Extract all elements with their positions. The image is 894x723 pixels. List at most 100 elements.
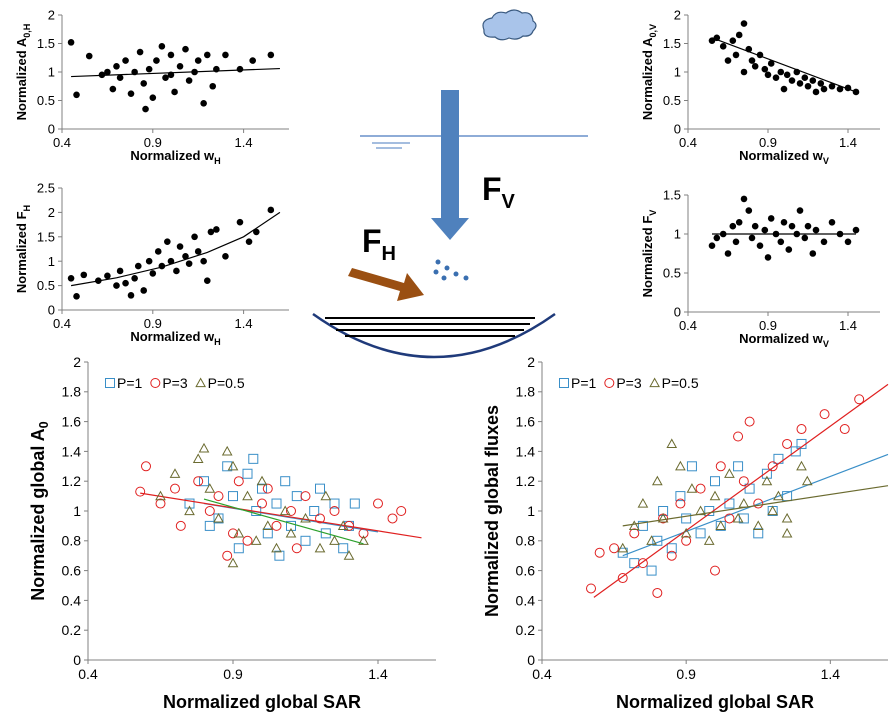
point [809, 250, 817, 257]
point [764, 71, 772, 79]
point [286, 506, 296, 516]
point [733, 431, 744, 442]
point [836, 85, 844, 93]
point [271, 498, 282, 509]
point [817, 80, 825, 87]
point [140, 80, 148, 87]
point [680, 527, 692, 538]
point [257, 498, 267, 509]
point [170, 483, 180, 494]
flux-label: FV [482, 171, 516, 213]
label-main: Normalized F [640, 216, 655, 298]
point [171, 88, 178, 96]
point [777, 68, 785, 76]
point [236, 65, 244, 73]
point [710, 565, 720, 576]
legend-marker [604, 378, 615, 388]
legend-label: P=1 [117, 375, 143, 391]
point [193, 476, 204, 487]
point [586, 583, 597, 594]
x-tick-label: 1.4 [235, 316, 253, 331]
point [729, 37, 737, 44]
y-tick-label: 1.5 [37, 229, 55, 244]
x-axis-label: Normalized wH [130, 148, 220, 166]
point [314, 542, 326, 553]
point [167, 51, 175, 59]
point [149, 94, 157, 101]
point [236, 218, 244, 226]
point [176, 243, 184, 250]
point [250, 535, 262, 545]
point [724, 250, 732, 257]
cloud [482, 9, 537, 41]
point [155, 498, 166, 509]
point [761, 475, 773, 486]
point [173, 267, 180, 275]
point [158, 43, 166, 50]
point [267, 206, 275, 214]
point [767, 461, 778, 472]
point [708, 242, 716, 249]
point [67, 39, 75, 46]
point [113, 282, 120, 289]
legend-label: P=1 [571, 375, 597, 391]
x-tick-label: 0.4 [53, 316, 71, 331]
point [227, 557, 239, 568]
label-main: F [362, 223, 382, 259]
point [256, 475, 268, 486]
point [109, 85, 117, 93]
point [337, 520, 349, 530]
x-tick-label: 0.4 [53, 135, 71, 150]
point [681, 535, 692, 546]
point [262, 520, 274, 530]
y-tick-label: 1.8 [516, 384, 536, 400]
point [819, 409, 830, 420]
point [724, 468, 735, 478]
point [764, 254, 772, 261]
point [329, 506, 340, 516]
point [790, 446, 801, 457]
point [594, 547, 605, 558]
label-sub: V [823, 339, 829, 349]
point [73, 91, 80, 99]
point [686, 483, 698, 493]
point [715, 520, 727, 530]
point [279, 505, 291, 516]
trend-line [622, 485, 889, 527]
point [703, 535, 715, 545]
label-sub: V [648, 210, 658, 216]
point [675, 498, 686, 509]
point [740, 20, 748, 27]
y-tick-label: 1.5 [37, 36, 55, 51]
label-sub: V [823, 156, 829, 166]
point [167, 257, 175, 265]
label-sub: V [502, 191, 516, 213]
y-tick-label: 0 [674, 305, 681, 320]
y-tick-label: 2.5 [37, 181, 55, 196]
point [145, 257, 153, 265]
point [761, 226, 769, 234]
point [271, 520, 282, 531]
y-axis-label: Normalized global A0 [28, 421, 51, 600]
legend-label: P=0.5 [208, 375, 245, 391]
point [752, 520, 764, 530]
point [753, 498, 764, 509]
point [175, 520, 186, 531]
scatter-chart: 0 0.2 0.4 0.6 0.8 1 1.2 1.4 1.6 1.8 2 0.4 0.9 1.4 Norm… [482, 354, 889, 712]
particle [441, 275, 447, 281]
series [155, 442, 369, 568]
point [213, 226, 220, 233]
point [839, 424, 850, 435]
label-sub: H [214, 156, 221, 166]
point [767, 215, 775, 222]
series [617, 438, 889, 576]
point [184, 505, 195, 516]
point [233, 527, 245, 538]
point [329, 498, 340, 509]
point [271, 542, 282, 553]
y-tick-label: 0.4 [62, 592, 82, 608]
series [135, 461, 422, 561]
point [184, 498, 195, 509]
legend-marker [105, 378, 115, 388]
